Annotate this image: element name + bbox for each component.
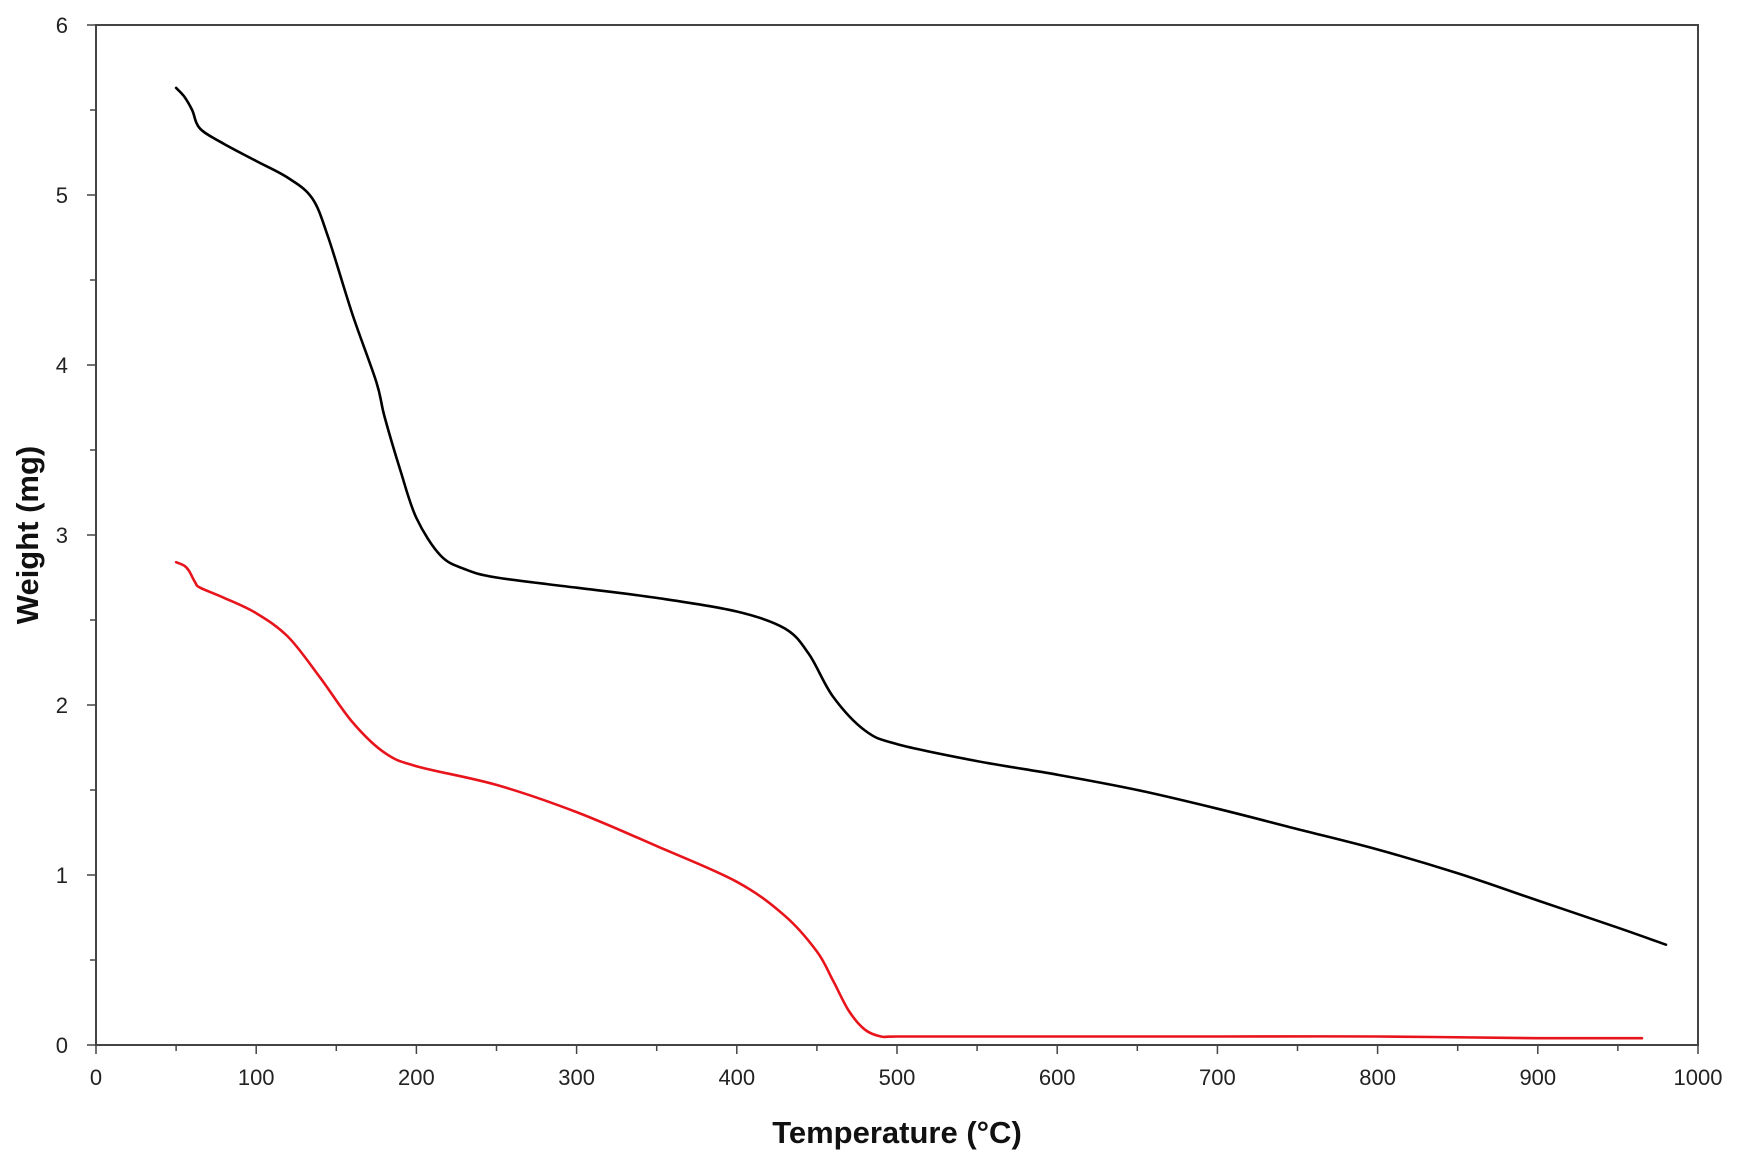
x-tick-labels: 0 100 200 300 400 500 600 700 800 900 1000 [90,1065,1723,1090]
x-tick-label: 500 [879,1065,916,1090]
x-tick-label: 300 [558,1065,595,1090]
x-tick-label: 0 [90,1065,102,1090]
y-tick-label: 3 [56,523,68,548]
series-line-1 [174,86,1668,946]
x-tick-label: 100 [238,1065,275,1090]
y-tick-label: 1 [56,863,68,888]
x-tick-label: 900 [1519,1065,1556,1090]
x-tick-label: 800 [1359,1065,1396,1090]
x-tick-label: 1000 [1674,1065,1723,1090]
series-line-2 [174,560,1644,1040]
x-tick-label: 200 [398,1065,435,1090]
x-tick-label: 700 [1199,1065,1236,1090]
series-lines [174,86,1668,1040]
y-tick-label: 0 [56,1033,68,1058]
y-tick-label: 6 [56,13,68,38]
y-axis-title: Weight (mg) [10,446,45,625]
x-axis-title: Temperature (°C) [772,1115,1022,1150]
y-tick-label: 4 [56,353,68,378]
x-tick-label: 400 [718,1065,755,1090]
y-tick-label: 5 [56,183,68,208]
axis-ticks [87,24,1699,1054]
x-tick-label: 600 [1039,1065,1076,1090]
y-tick-labels: 0 1 2 3 4 5 6 [56,13,68,1058]
y-tick-label: 2 [56,693,68,718]
